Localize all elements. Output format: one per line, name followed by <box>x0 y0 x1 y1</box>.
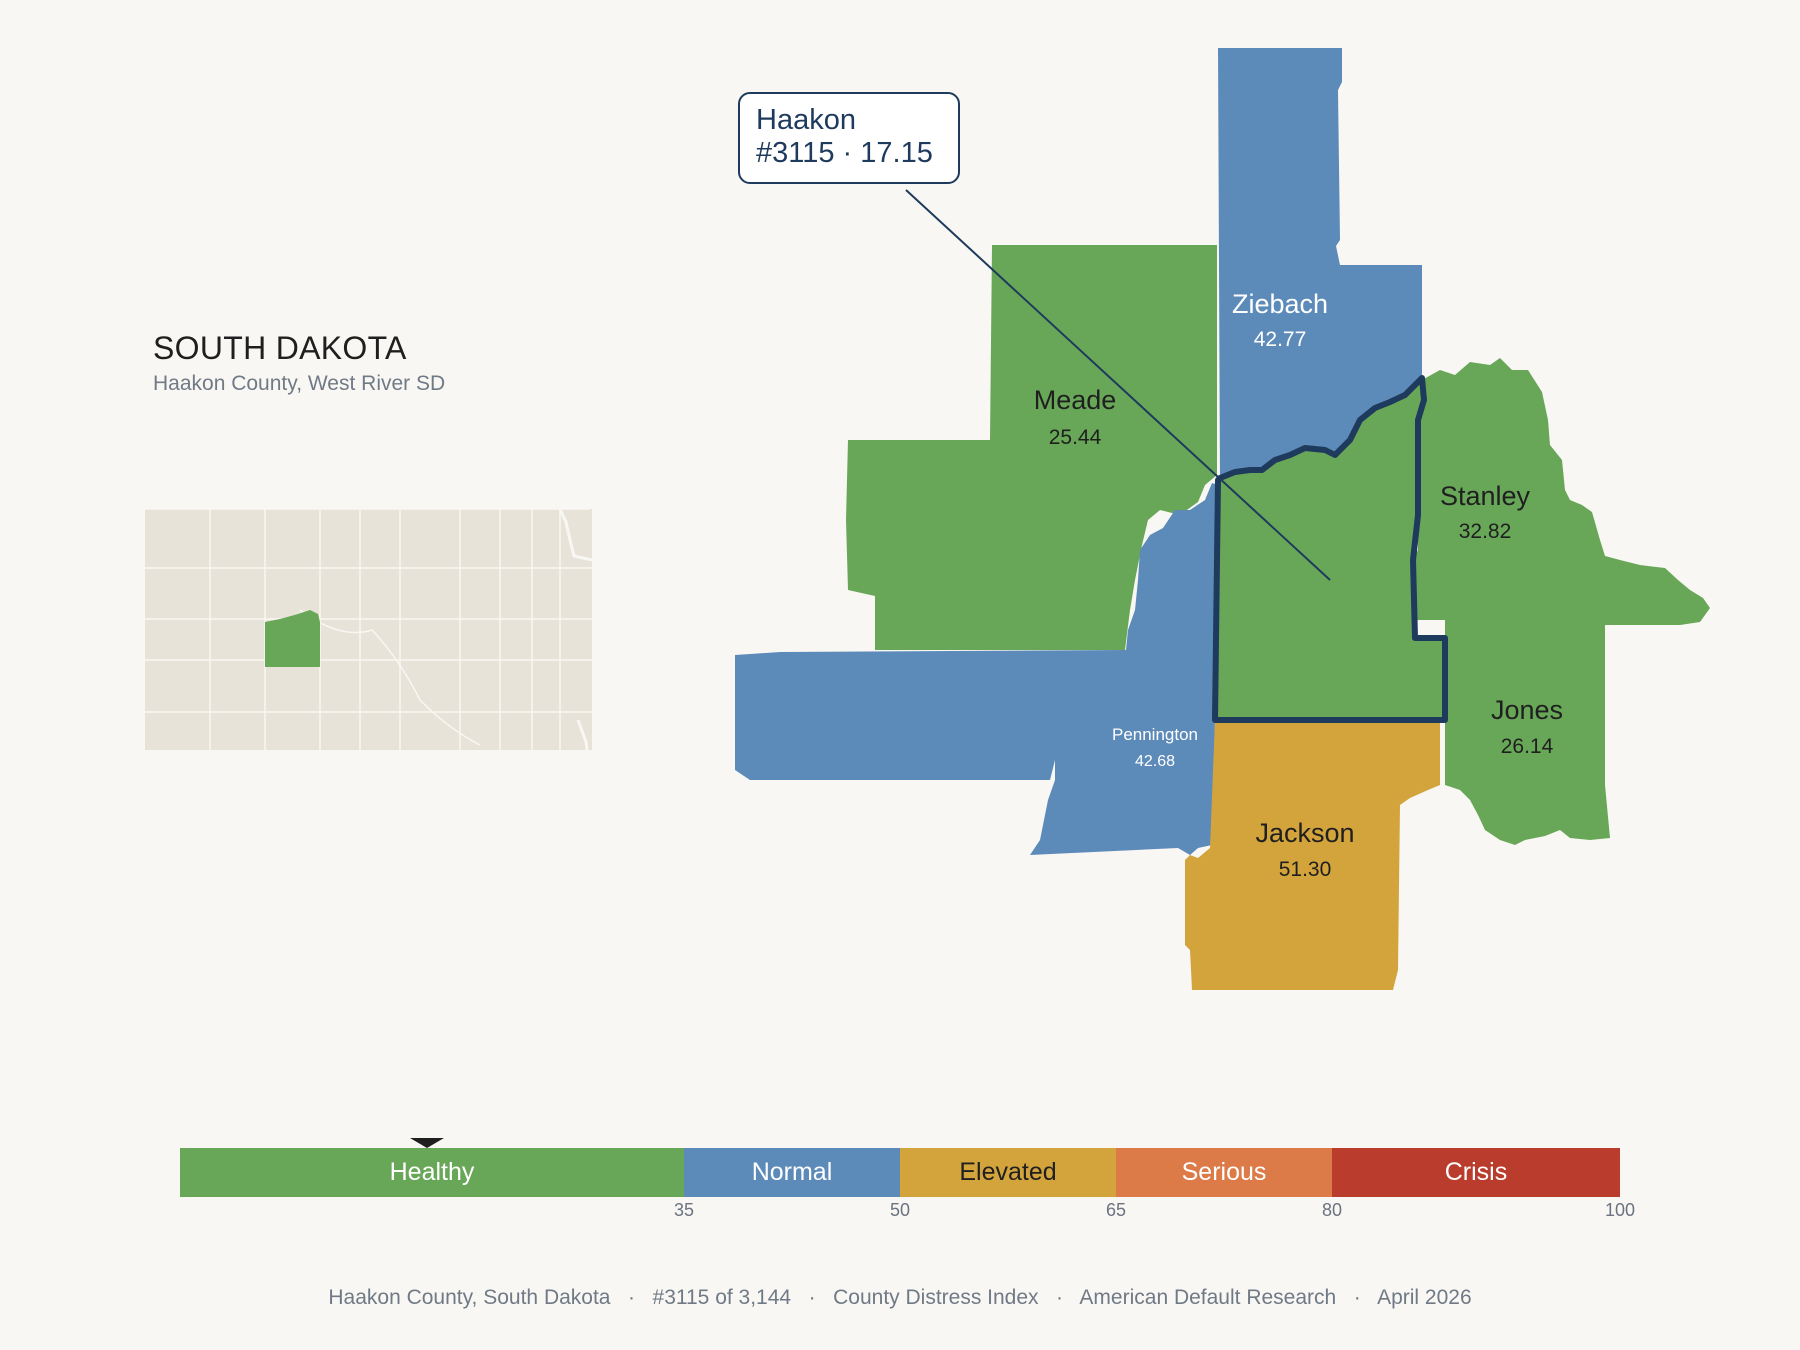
legend-tick-65: 65 <box>1105 1200 1127 1220</box>
distress-legend: Healthy Normal Elevated Serious Crisis <box>180 1148 1620 1197</box>
legend-segment-healthy: Healthy <box>180 1148 684 1197</box>
legend-segment-elevated: Elevated <box>900 1148 1116 1197</box>
label-stanley-name: Stanley <box>1440 481 1531 511</box>
legend-tick-100: 100 <box>1604 1200 1636 1220</box>
legend-segment-normal: Normal <box>684 1148 900 1197</box>
footer-rank: #3115 of 3,144 <box>652 1286 792 1309</box>
label-jackson-name: Jackson <box>1255 818 1354 848</box>
legend-tick-35: 35 <box>673 1200 695 1220</box>
label-meade-name: Meade <box>1034 385 1117 415</box>
legend-tick-50: 50 <box>889 1200 911 1220</box>
county-jackson[interactable] <box>1185 720 1440 990</box>
label-ziebach-name: Ziebach <box>1232 289 1328 319</box>
footer: Haakon County, South Dakota · #3115 of 3… <box>328 1286 1472 1309</box>
county-haakon[interactable] <box>1212 375 1448 723</box>
county-labels: Meade 25.44 Ziebach 42.77 Stanley 32.82 … <box>1034 289 1563 881</box>
haakon-callout: Haakon #3115 · 17.15 <box>738 92 960 184</box>
label-jones-value: 26.14 <box>1501 735 1554 758</box>
label-jones-name: Jones <box>1491 695 1563 725</box>
legend-segment-crisis: Crisis <box>1332 1148 1620 1197</box>
label-jackson-value: 51.30 <box>1279 858 1332 881</box>
footer-date: April 2026 <box>1377 1286 1472 1309</box>
label-meade-value: 25.44 <box>1049 426 1102 449</box>
label-stanley-value: 32.82 <box>1459 520 1512 543</box>
county-shapes <box>735 48 1710 990</box>
callout-county-name: Haakon <box>756 104 856 136</box>
footer-county: Haakon County, South Dakota <box>328 1286 611 1309</box>
state-inset-land <box>145 509 592 750</box>
county-jones[interactable] <box>1445 638 1610 845</box>
county-meade[interactable] <box>846 245 1217 650</box>
callout-rank-score: #3115 · 17.15 <box>756 137 933 169</box>
map-subtitle: Haakon County, West River SD <box>153 372 446 395</box>
legend-tick-80: 80 <box>1321 1200 1343 1220</box>
label-pennington-name: Pennington <box>1112 725 1198 744</box>
footer-index-name: County Distress Index <box>833 1286 1039 1309</box>
legend-marker-icon <box>409 1138 444 1148</box>
county-ziebach[interactable] <box>1218 48 1422 482</box>
county-pennington[interactable] <box>735 483 1218 855</box>
footer-source: American Default Research <box>1079 1286 1337 1309</box>
callout-leader-line <box>905 189 1331 581</box>
state-title: SOUTH DAKOTA <box>153 330 407 366</box>
county-stanley[interactable] <box>1413 358 1710 638</box>
inset-haakon-highlight <box>265 622 320 667</box>
label-ziebach-value: 42.77 <box>1254 328 1307 351</box>
label-pennington-value: 42.68 <box>1135 753 1175 770</box>
legend-segment-serious: Serious <box>1116 1148 1332 1197</box>
state-inset-map <box>145 508 600 792</box>
